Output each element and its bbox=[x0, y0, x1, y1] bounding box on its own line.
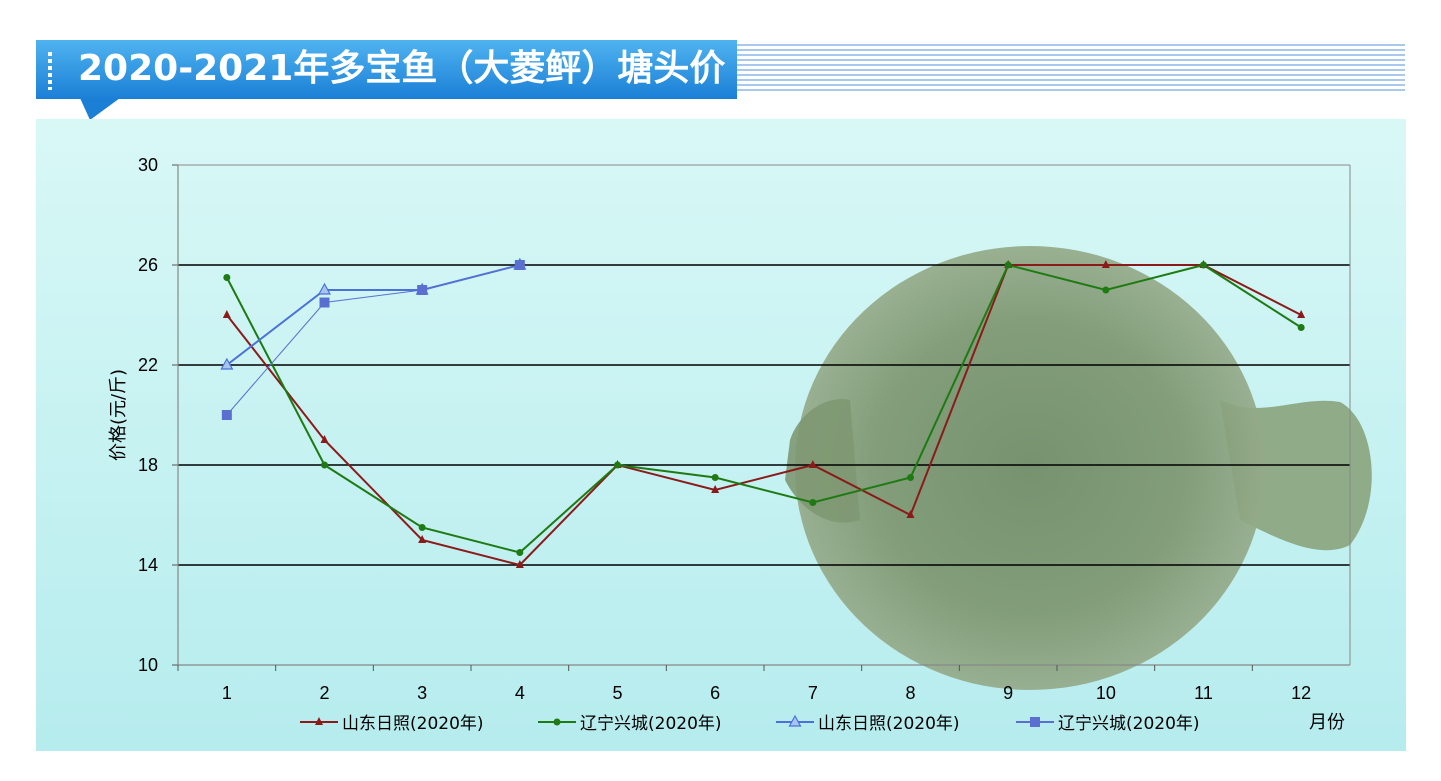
x-tick-label: 3 bbox=[417, 683, 427, 703]
data-point-series-1 bbox=[222, 310, 231, 318]
y-tick-label: 30 bbox=[138, 155, 158, 175]
data-point-series-4 bbox=[514, 260, 525, 270]
data-point-series-1 bbox=[1101, 260, 1110, 268]
x-tick-labels: 1 2 3 4 5 6 7 8 9 10 11 12 bbox=[222, 683, 1311, 703]
x-tick-label: 9 bbox=[1003, 683, 1013, 703]
y-tick-label: 26 bbox=[138, 255, 158, 275]
x-tick-label: 10 bbox=[1096, 683, 1116, 703]
data-point-series-1 bbox=[320, 435, 329, 443]
x-axis-label: 月份 bbox=[1309, 712, 1345, 733]
legend-label: 山东日照(2020年) bbox=[818, 714, 960, 734]
y-tick-label: 18 bbox=[138, 455, 158, 475]
legend-marker bbox=[1030, 717, 1040, 727]
data-point-series-2 bbox=[1102, 286, 1110, 294]
y-tick-label: 10 bbox=[138, 655, 158, 675]
data-point-series-1 bbox=[906, 510, 915, 518]
series-line-4 bbox=[226, 264, 520, 416]
data-point-series-1 bbox=[515, 560, 524, 568]
x-tick-label: 5 bbox=[612, 683, 622, 703]
series-line-3 bbox=[226, 264, 521, 366]
data-point-series-2 bbox=[418, 524, 426, 531]
y-axis-label: 价格(元/斤) bbox=[108, 369, 129, 461]
y-tick-labels: 10 14 18 22 26 30 bbox=[138, 155, 158, 675]
header-stripes-decoration bbox=[737, 44, 1405, 94]
data-point-series-2 bbox=[614, 461, 621, 469]
x-tick-label: 2 bbox=[319, 683, 329, 703]
fish-illustration bbox=[785, 246, 1372, 690]
data-point-series-1 bbox=[1297, 310, 1306, 318]
data-point-series-2 bbox=[1297, 324, 1305, 331]
data-point-series-4 bbox=[221, 410, 232, 420]
data-point-series-2 bbox=[223, 274, 231, 281]
legend-label: 辽宁兴城(2020年) bbox=[580, 714, 722, 734]
legend: 山东日照(2020年) 辽宁兴城(2020年) 山东日照(2020年) 辽宁兴城(20… bbox=[300, 714, 1200, 734]
data-point-series-2 bbox=[907, 474, 914, 481]
series-line-1 bbox=[226, 264, 1302, 567]
series-lines bbox=[225, 263, 1302, 567]
x-tick-label: 7 bbox=[808, 683, 818, 703]
legend-label: 辽宁兴城(2020年) bbox=[1058, 714, 1200, 734]
x-tick-label: 6 bbox=[710, 683, 720, 703]
banner-dots-decoration bbox=[48, 52, 52, 90]
title-banner bbox=[36, 40, 737, 99]
data-point-series-2 bbox=[711, 474, 719, 481]
series-line-2 bbox=[225, 263, 1302, 554]
data-point-series-2 bbox=[809, 499, 817, 506]
x-tick-label: 12 bbox=[1291, 683, 1311, 703]
x-tick-label: 8 bbox=[905, 683, 915, 703]
y-tick-label: 22 bbox=[138, 355, 158, 375]
data-point-series-2 bbox=[1004, 261, 1012, 269]
data-point-series-4 bbox=[417, 285, 428, 295]
legend-marker bbox=[553, 718, 561, 726]
legend-label: 山东日照(2020年) bbox=[342, 714, 484, 734]
x-tick-label: 4 bbox=[515, 683, 525, 703]
data-point-series-4 bbox=[319, 297, 330, 308]
data-point-series-1 bbox=[418, 535, 427, 543]
axes bbox=[172, 164, 1351, 671]
data-point-series-2 bbox=[516, 549, 524, 556]
series-markers bbox=[220, 257, 1306, 568]
legend-marker bbox=[788, 714, 802, 727]
legend-marker bbox=[315, 717, 323, 725]
data-point-series-1 bbox=[711, 485, 720, 493]
data-point-series-1 bbox=[808, 460, 817, 468]
x-tick-label: 11 bbox=[1194, 683, 1213, 703]
data-point-series-3 bbox=[220, 357, 234, 370]
data-point-series-2 bbox=[1200, 261, 1207, 269]
title-banner-tail bbox=[80, 98, 120, 120]
data-point-series-2 bbox=[321, 461, 328, 469]
chart-title: 2020-2021年多宝鱼（大菱鲆）塘头价 bbox=[78, 48, 726, 89]
data-point-series-3 bbox=[317, 282, 332, 295]
y-tick-label: 14 bbox=[138, 555, 158, 575]
x-tick-label: 1 bbox=[222, 683, 232, 703]
